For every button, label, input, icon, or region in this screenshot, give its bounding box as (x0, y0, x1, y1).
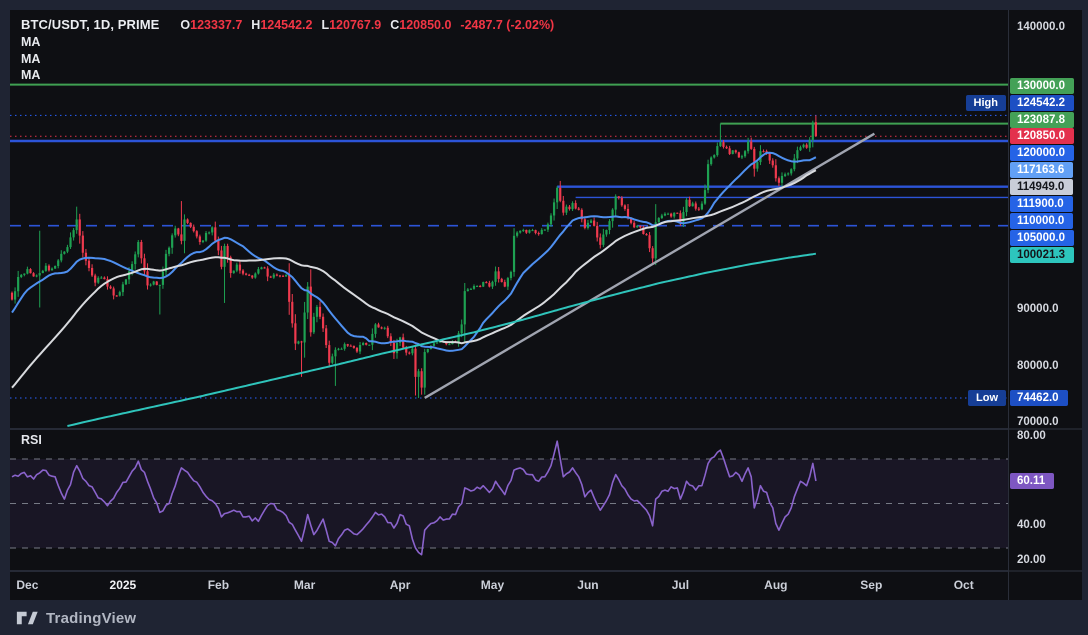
price-level-badge: 123087.8 (1010, 111, 1074, 128)
high-marker-label: High (965, 95, 1006, 111)
rsi-indicator-label[interactable]: RSI (21, 433, 42, 447)
last-price-badge: 120850.0 (1010, 128, 1074, 144)
MA-mid-line[interactable] (11, 169, 817, 389)
low-marker-label: Low (968, 389, 1006, 406)
time-axis-label-Jun: Jun (577, 578, 599, 592)
time-axis-label-Dec: Dec (16, 578, 39, 592)
price-tick-label: 140000.0 (1017, 21, 1065, 34)
trend-line-layer (424, 132, 876, 400)
symbol-title[interactable]: BTC/USDT, 1D, PRIME (21, 17, 160, 32)
low-value: 120767.9 (329, 18, 382, 32)
open-value: 123337.7 (190, 18, 243, 32)
price-level-badge: 100021.3 (1010, 247, 1074, 263)
ohlc-row: BTC/USDT, 1D, PRIME O123337.7 H124542.2 L12… (21, 16, 554, 34)
watermark-text: TradingView (46, 609, 137, 627)
price-tick-label: 90000.0 (1017, 303, 1059, 316)
time-axis-label-Feb: Feb (207, 578, 230, 592)
price-level-badge: 120000.0 (1010, 145, 1074, 161)
up-candles (13, 120, 814, 398)
price-level-badge: 114949.0 (1010, 179, 1074, 195)
high-label: H (251, 18, 261, 32)
rsi-tick-label: 80.00 (1017, 429, 1046, 442)
rsi-tick-label: 40.00 (1017, 518, 1046, 531)
price-level-badge: 117163.6 (1010, 162, 1074, 178)
candlestick-series[interactable] (10, 115, 817, 398)
ma-indicator-label-2[interactable]: MA (21, 51, 41, 66)
price-scale[interactable]: 140000.0 90000.0 80000.0 70000.0 130000.0 124… (1010, 10, 1082, 600)
price-level-badge: 111900.0 (1010, 196, 1073, 212)
moving-average-lines (11, 151, 817, 427)
time-axis-label-Jul: Jul (671, 578, 690, 592)
price-tick-label: 70000.0 (1017, 416, 1059, 429)
ma-indicator-label-3[interactable]: MA (21, 68, 41, 82)
tradingview-logo-link[interactable]: TradingView (16, 608, 136, 628)
pane-separators (10, 10, 1082, 600)
time-axis-label-Apr: Apr (389, 578, 411, 592)
open-label: O (180, 18, 191, 32)
ascending-trend-line[interactable] (424, 132, 876, 400)
time-axis-label-Sep: Sep (860, 578, 883, 592)
time-axis-label-2025: 2025 (109, 578, 137, 592)
MA-slow-line[interactable] (67, 252, 817, 427)
bottom-bar: TradingView (0, 601, 1088, 635)
tradingview-logo-icon (16, 611, 38, 625)
close-label: C (390, 18, 400, 32)
time-axis-label-Oct: Oct (953, 578, 974, 592)
price-tick-label: 80000.0 (1017, 359, 1059, 372)
ma-indicator-label-1[interactable]: MA (21, 35, 41, 49)
price-level-badge: 110000.0 (1010, 213, 1074, 229)
time-axis-label-Aug: Aug (764, 578, 788, 592)
time-axis-label-Mar: Mar (293, 578, 316, 592)
rsi-value-badge: 60.11 (1010, 473, 1055, 489)
high-price-badge: 124542.2 (1010, 95, 1074, 111)
price-level-badge: 105000.0 (1010, 230, 1074, 246)
down-candles (10, 115, 817, 396)
time-axis-label-May: May (480, 578, 505, 592)
low-price-badge: 74462.0 (1010, 389, 1068, 406)
chart-legend: BTC/USDT, 1D, PRIME O123337.7 H124542.2 L12… (21, 16, 554, 84)
close-value: 120850.0 (399, 18, 452, 32)
rsi-tick-label: 20.00 (1017, 554, 1046, 566)
time-scale[interactable]: Dec 2025 Feb Mar Apr May Jun Jul Aug Sep Oct (10, 572, 1082, 600)
price-level-lines (10, 83, 1008, 399)
high-value: 124542.2 (260, 18, 313, 32)
rsi-line[interactable] (11, 440, 817, 556)
low-label: L (321, 18, 330, 32)
MA-fast-line[interactable] (11, 151, 817, 352)
rsi-pane (10, 440, 1008, 556)
change-value: -2487.7 (-2.02%) (460, 18, 555, 32)
price-level-badge: 130000.0 (1010, 78, 1074, 94)
